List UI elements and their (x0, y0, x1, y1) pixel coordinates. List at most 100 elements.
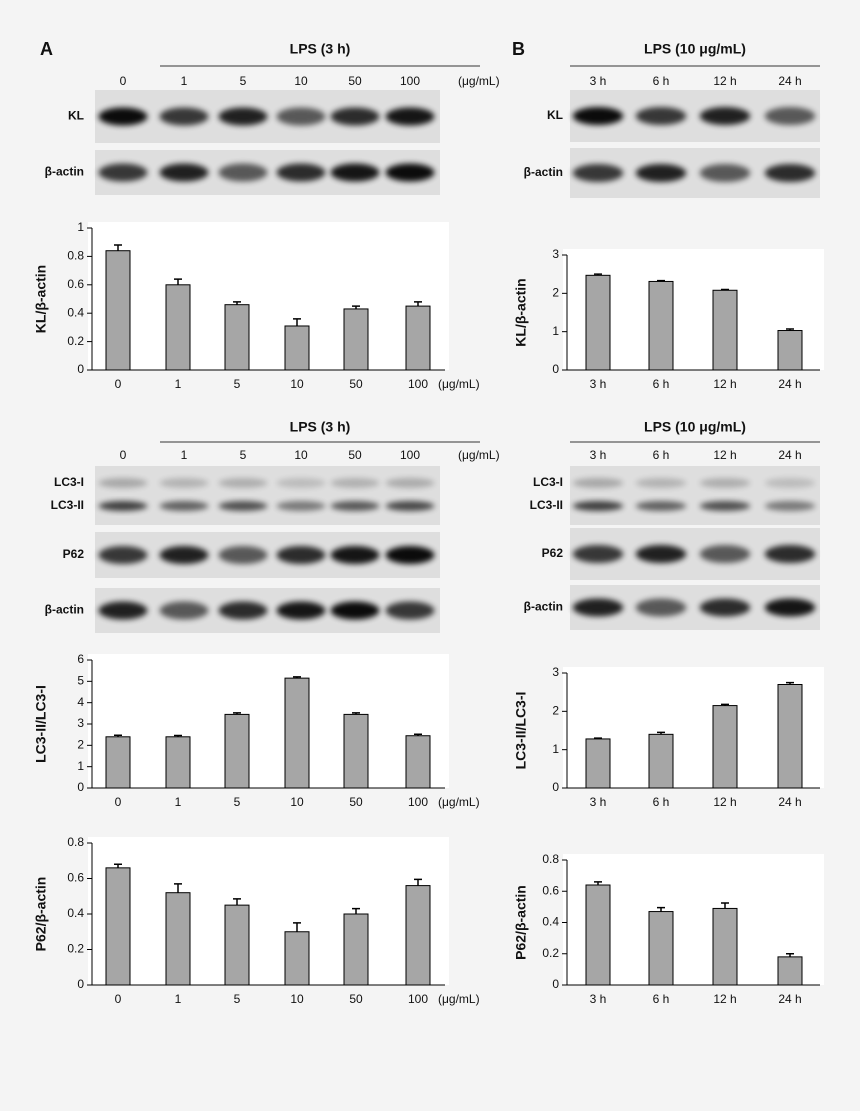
y-tick-label: 0.8 (542, 852, 559, 866)
bar (343, 913, 369, 986)
y-tick-label: 0 (552, 977, 559, 991)
blot-strip (95, 588, 440, 633)
y-tick-label: 0.6 (67, 871, 84, 885)
lane-label: 12 h (713, 74, 736, 88)
row-label: LC3-I (54, 475, 84, 489)
row-label: LC3-II (51, 498, 84, 512)
error-bar (657, 731, 665, 735)
blot-band (276, 546, 326, 564)
blot-strip (570, 466, 820, 525)
panel-label: A (40, 39, 53, 59)
y-tick-label: 0 (552, 780, 559, 794)
bar (405, 885, 431, 986)
bar (648, 733, 674, 789)
error-bar (594, 737, 602, 739)
x-tick-label: 0 (115, 992, 122, 1006)
y-axis-label: P62/β-actin (513, 885, 529, 960)
bar (165, 736, 191, 789)
blot-band (159, 107, 209, 126)
y-tick-label: 0.4 (542, 915, 559, 929)
blot-band (276, 478, 326, 488)
lane-label: 6 h (653, 448, 670, 462)
y-axis-label: P62/β-actin (33, 877, 49, 952)
lane-label: 6 h (653, 74, 670, 88)
row-label: LC3-II (530, 498, 563, 512)
blot-band (218, 546, 268, 564)
lane-label: 24 h (778, 74, 801, 88)
blot-band (276, 501, 326, 511)
error-bar (352, 907, 360, 914)
y-axis-label: LC3-II/LC3-I (33, 685, 49, 763)
blot-band (218, 107, 268, 126)
y-tick-label: 5 (77, 674, 84, 688)
blot-band (385, 107, 435, 126)
x-tick-label: 3 h (590, 795, 607, 809)
x-tick-label: 5 (234, 795, 241, 809)
error-bar (233, 301, 241, 305)
x-tick-label: 50 (349, 377, 363, 391)
blot-band (635, 501, 687, 511)
bar (648, 280, 674, 371)
lane-label: 24 h (778, 448, 801, 462)
x-tick-label: 5 (234, 377, 241, 391)
blot-band (98, 601, 148, 620)
plot-bg (88, 654, 449, 788)
x-tick-label: 10 (290, 377, 304, 391)
bar (224, 304, 250, 371)
error-bar (657, 279, 665, 282)
row-label: KL (68, 109, 84, 123)
error-bar (594, 273, 602, 276)
blot-band (276, 163, 326, 182)
lane-label: 1 (181, 448, 188, 462)
blot-band (159, 501, 209, 511)
row-label: LC3-I (533, 475, 563, 489)
plot-bg (88, 837, 449, 985)
blot-band (159, 546, 209, 564)
error-bar (233, 898, 241, 906)
y-tick-label: 4 (77, 695, 84, 709)
blot-band (330, 501, 380, 511)
blot-band (98, 107, 148, 126)
bar (105, 867, 131, 986)
y-tick-label: 0.4 (67, 906, 84, 920)
blot-band (699, 107, 751, 125)
bar (777, 684, 803, 789)
blot-band (330, 546, 380, 564)
blot-band (330, 601, 380, 620)
error-bar (352, 712, 360, 715)
bar (585, 884, 611, 986)
blot-band (159, 478, 209, 488)
blot-band (385, 601, 435, 620)
blot-strip (95, 90, 440, 143)
x-tick-label: 24 h (778, 377, 801, 391)
y-tick-label: 0.2 (542, 946, 559, 960)
blot-band (699, 478, 751, 488)
error-bar (352, 305, 360, 309)
blot-band (98, 478, 148, 488)
y-tick-label: 0 (552, 362, 559, 376)
blot-strip (95, 466, 440, 525)
blot-band (635, 164, 687, 182)
panel-label: B (512, 39, 525, 59)
x-tick-label: 1 (175, 377, 182, 391)
x-tick-label: 0 (115, 377, 122, 391)
y-tick-label: 2 (77, 738, 84, 752)
blot-band (764, 545, 816, 563)
lane-label: 3 h (590, 74, 607, 88)
bar (224, 904, 250, 986)
x-tick-label: 100 (408, 795, 428, 809)
bar (777, 330, 803, 371)
blot-band (385, 163, 435, 182)
blot-band (159, 163, 209, 182)
blot-band (572, 598, 624, 617)
x-tick-label: 3 h (590, 377, 607, 391)
lane-label: 0 (120, 448, 127, 462)
x-tick-label: 12 h (713, 377, 736, 391)
error-bar (721, 288, 729, 291)
blot-header: LPS (3 h) (290, 41, 351, 57)
blot-band (276, 601, 326, 620)
blot-band (385, 478, 435, 488)
blot-band (699, 501, 751, 511)
bar (712, 907, 738, 986)
bar (712, 289, 738, 371)
